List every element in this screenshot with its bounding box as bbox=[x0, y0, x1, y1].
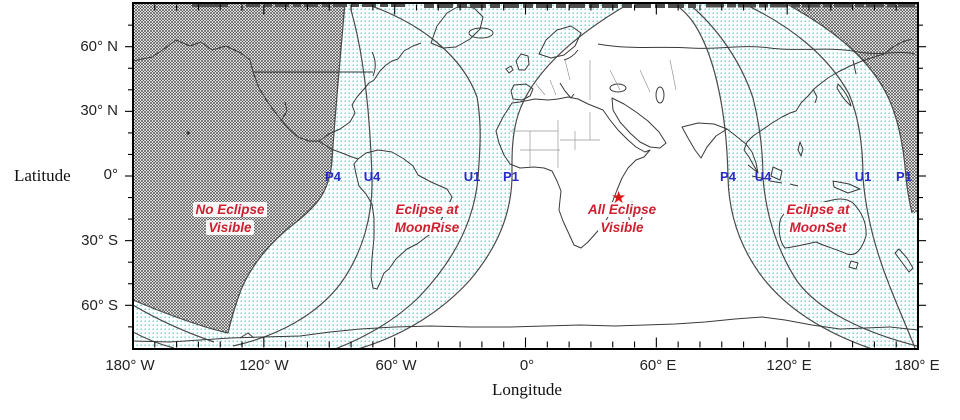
lon-tick-60w: 60° W bbox=[375, 357, 417, 374]
region-label-moonrise: Eclipse at MoonRise bbox=[362, 201, 492, 237]
region-label-all-visible-line2: Visible bbox=[598, 220, 646, 235]
lon-tick-180w: 180° W bbox=[105, 357, 155, 374]
lon-tick-120e: 120° E bbox=[766, 357, 812, 374]
greatest-eclipse-star-icon: ★ bbox=[611, 188, 627, 207]
curve-u4-west bbox=[232, 9, 373, 347]
region-label-all-visible-line1: All Eclipse bbox=[585, 202, 659, 217]
curve-p1-east bbox=[784, 3, 913, 214]
country-borders bbox=[510, 59, 677, 168]
lon-tick-60e: 60° E bbox=[639, 357, 677, 374]
coastlines bbox=[133, 5, 918, 343]
region-label-moonrise-line2: MoonRise bbox=[392, 220, 462, 235]
region-label-moonset-line2: MoonSet bbox=[787, 220, 849, 235]
contact-label-p1-east: P1 bbox=[896, 169, 912, 184]
lon-tick-180e: 180° E bbox=[894, 357, 940, 374]
curve-u1-east bbox=[741, 3, 916, 349]
contact-label-u4-east: U4 bbox=[754, 169, 772, 184]
region-label-no-eclipse-line2: Visible bbox=[206, 220, 254, 235]
curve-no-eclipse-west-edge bbox=[133, 299, 229, 334]
lat-tick-30s: 30° S bbox=[81, 232, 118, 249]
region-label-no-eclipse-line1: No Eclipse bbox=[193, 202, 267, 217]
region-label-moonrise-line1: Eclipse at bbox=[393, 202, 461, 217]
lat-tick-60n: 60° N bbox=[80, 38, 118, 55]
region-label-moonset-line1: Eclipse at bbox=[784, 202, 852, 217]
x-axis-title: Longitude bbox=[492, 380, 562, 399]
contact-label-p1-west: P1 bbox=[503, 169, 519, 184]
curve-u1-west bbox=[334, 3, 481, 349]
axis-ticks bbox=[125, 4, 926, 348]
region-label-no-eclipse: No Eclipse Visible bbox=[165, 201, 295, 237]
contact-label-p4-west: P4 bbox=[325, 169, 341, 184]
contact-label-u1-west: U1 bbox=[463, 169, 481, 184]
lon-tick-120w: 120° W bbox=[239, 357, 289, 374]
curve-p4-west bbox=[227, 3, 346, 334]
lat-tick-30n: 30° N bbox=[80, 102, 118, 119]
region-label-all-visible: All Eclipse Visible bbox=[557, 201, 687, 237]
region-no-eclipse-east bbox=[785, 3, 918, 213]
contact-label-u1-east: U1 bbox=[854, 169, 872, 184]
curve-p1-west bbox=[357, 3, 631, 349]
region-label-moonset: Eclipse at MoonSet bbox=[753, 201, 883, 237]
region-no-eclipse-west bbox=[133, 3, 345, 333]
contact-label-p4-east: P4 bbox=[720, 169, 736, 184]
lat-tick-60s: 60° S bbox=[81, 297, 118, 314]
contact-label-u4-west: U4 bbox=[363, 169, 381, 184]
y-axis-title: Latitude bbox=[14, 166, 71, 185]
curve-p4-east bbox=[672, 3, 873, 349]
lat-tick-0: 0° bbox=[103, 166, 118, 183]
lon-tick-0: 0° bbox=[519, 357, 535, 374]
